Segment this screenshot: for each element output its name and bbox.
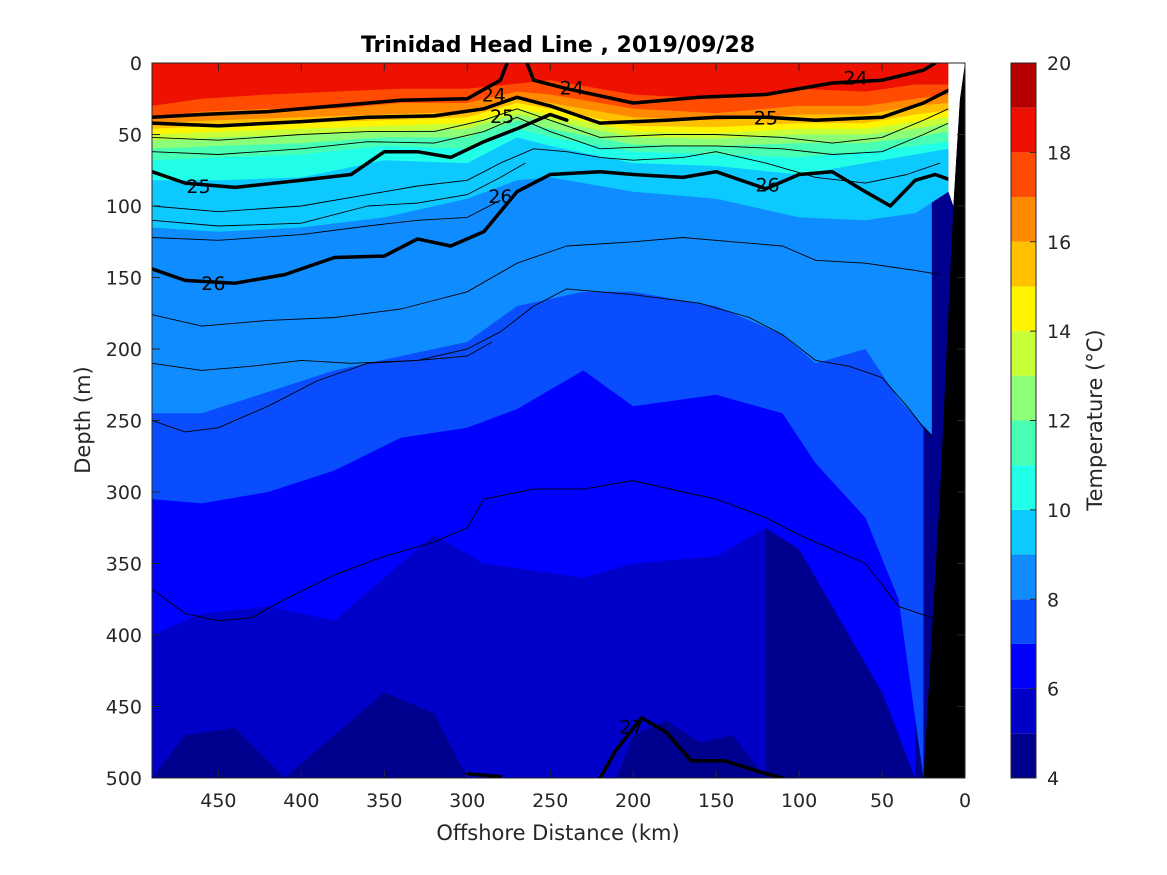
density-contour-26-4	[515, 169, 954, 208]
density-contour-25-2	[152, 86, 954, 128]
y-tick-label-0: 0	[130, 53, 142, 75]
colorbar-swatch-13	[1011, 331, 1036, 376]
x-tick-label-400: 400	[283, 790, 319, 812]
thin-isopycnal-1	[152, 116, 949, 155]
x-tick-label-250: 250	[532, 790, 568, 812]
colorbar-tick-label-20: 20	[1047, 53, 1071, 75]
contour-label-9: 27	[619, 717, 643, 739]
unsampled-gap	[948, 63, 965, 206]
colorbar-swatch-18	[1011, 107, 1036, 153]
colorbar-tick-label-16: 16	[1047, 232, 1071, 254]
colorbar-swatch-10	[1011, 465, 1036, 510]
colorbar-tick-label-10: 10	[1047, 500, 1071, 522]
y-tick-label-150: 150	[106, 268, 142, 290]
thin-isopycnal-5	[152, 237, 941, 327]
temp-band-18	[152, 63, 949, 106]
thin-isopycnal-4	[152, 199, 501, 241]
temperature-fills	[152, 63, 949, 778]
x-tick-label-350: 350	[366, 790, 402, 812]
x-tick-label-450: 450	[200, 790, 236, 812]
density-contour-25-3	[152, 112, 569, 190]
colorbar-tick-label-14: 14	[1047, 321, 1071, 343]
density-contours	[152, 63, 954, 778]
colorbar-tick-label-6: 6	[1047, 679, 1059, 701]
x-tick-label-150: 150	[698, 790, 734, 812]
density-contour-24-1	[525, 63, 937, 105]
y-tick-label-400: 400	[106, 625, 142, 647]
contour-label-7: 26	[755, 175, 779, 197]
colorbar-swatch-8	[1011, 554, 1036, 600]
colorbar-ticks: 4 6 8 10 12 14 16 18 20	[1030, 53, 1071, 790]
colorbar-swatch-12	[1011, 375, 1036, 421]
colorbar-swatch-5	[1011, 688, 1036, 734]
thin-isopycnals	[152, 108, 949, 622]
y-tick-label-450: 450	[106, 697, 142, 719]
chart-title: Trinidad Head Line , 2019/09/28	[361, 33, 755, 58]
colorbar-swatch-15	[1011, 241, 1036, 287]
colorbar-swatch-19	[1011, 63, 1036, 108]
colorbar-tick-label-18: 18	[1047, 142, 1071, 164]
contour-label-8: 26	[201, 273, 225, 295]
x-tick-label-300: 300	[449, 790, 485, 812]
x-tick-label-0: 0	[959, 790, 971, 812]
contour-label-2: 24	[843, 67, 867, 89]
x-tick-label-50: 50	[870, 790, 894, 812]
density-contour-26-5	[152, 189, 519, 285]
colorbar-swatch-14	[1011, 286, 1036, 332]
colorbar-swatch-11	[1011, 420, 1036, 466]
y-tick-label-50: 50	[118, 125, 142, 147]
colorbar	[1011, 63, 1036, 778]
colorbar-tick-label-4: 4	[1047, 768, 1059, 790]
colorbar-tick-label-12: 12	[1047, 411, 1071, 433]
y-tick-label-300: 300	[106, 482, 142, 504]
colorbar-swatch-9	[1011, 509, 1036, 555]
y-axis-label: Depth (m)	[71, 366, 95, 473]
colorbar-tick-label-8: 8	[1047, 589, 1059, 611]
x-axis-label: Offshore Distance (km)	[436, 821, 679, 845]
y-axis-ticks: 0 50 100 150 200 250 300 350 400 450 500	[106, 53, 965, 790]
thin-isopycnal-0	[152, 108, 949, 144]
colorbar-label: Temperature (°C)	[1083, 329, 1107, 511]
thin-isopycnal-6	[152, 288, 933, 438]
contour-label-3: 25	[490, 106, 514, 128]
contour-label-1: 24	[560, 77, 584, 99]
y-tick-label-200: 200	[106, 339, 142, 361]
y-tick-label-350: 350	[106, 554, 142, 576]
density-contour-27-7	[465, 771, 503, 778]
thin-isopycnal-2	[152, 148, 941, 213]
y-tick-label-500: 500	[106, 768, 142, 790]
contour-label-6: 26	[488, 186, 512, 208]
y-tick-label-250: 250	[106, 411, 142, 433]
density-contour-24-0	[152, 63, 509, 120]
contour-label-5: 25	[186, 176, 210, 198]
colorbar-swatch-6	[1011, 643, 1036, 689]
x-tick-label-200: 200	[615, 790, 651, 812]
contour-label-4: 25	[754, 107, 778, 129]
x-axis-ticks: 450 400 350 300 250 200 150 100 50 0	[200, 63, 971, 812]
colorbar-swatch-4	[1011, 733, 1036, 778]
thin-isopycnal-8	[152, 480, 941, 622]
topography-fill	[923, 63, 965, 778]
colorbar-swatch-16	[1011, 197, 1036, 242]
thin-isopycnal-7	[152, 341, 493, 433]
colorbar-swatch-17	[1011, 152, 1036, 198]
contour-label-0: 24	[482, 84, 506, 106]
bottom-topography	[923, 63, 965, 778]
y-tick-label-100: 100	[106, 196, 142, 218]
colorbar-swatch-7	[1011, 599, 1036, 644]
x-tick-label-100: 100	[781, 790, 817, 812]
thin-isopycnal-3	[152, 162, 526, 227]
density-contour-27-6	[598, 716, 785, 778]
